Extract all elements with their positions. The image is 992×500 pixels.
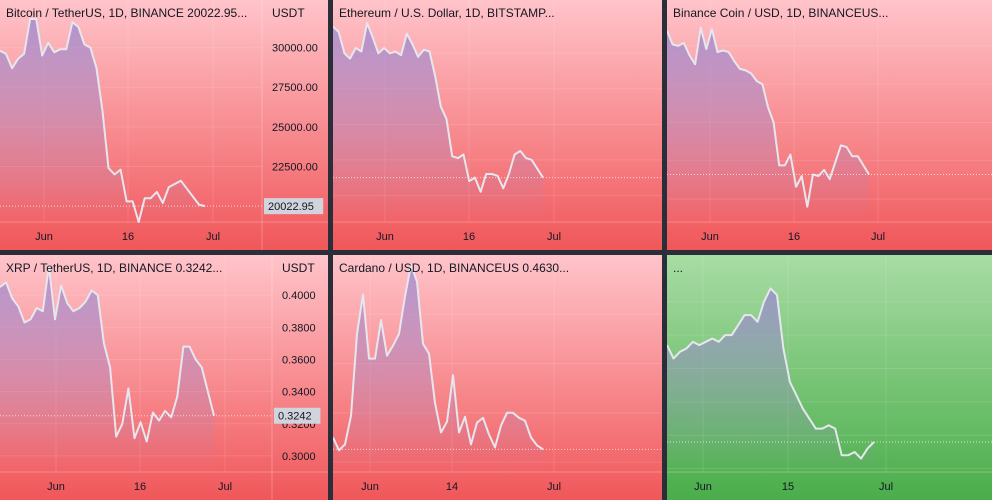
series-area (667, 27, 869, 222)
x-tick-label: Jun (47, 481, 65, 493)
series-area (0, 266, 214, 472)
chart-panel[interactable]: 200.0000225.0000250.0000275.0000300.0000… (667, 0, 992, 250)
x-tick-label: Jul (547, 481, 561, 493)
chart-panel[interactable]: 0.45000.50000.55000.60000.4630Jun14JulCa… (333, 255, 662, 500)
chart-title: ... (673, 261, 684, 275)
x-tick-label: 15 (782, 481, 794, 493)
y-tick-label: 0.3800 (282, 322, 316, 334)
series-line (333, 22, 544, 193)
x-tick-label: Jun (361, 481, 379, 493)
chart-title: Binance Coin / USD, 1D, BINANCEUS... (673, 6, 889, 20)
x-tick-label: Jun (376, 231, 394, 243)
x-tick-label: Jul (547, 231, 561, 243)
y-tick-label: 27500.00 (272, 82, 318, 94)
currency-unit: USDT (272, 6, 305, 20)
last-price-badge (264, 198, 324, 215)
x-tick-label: Jul (206, 231, 220, 243)
y-tick-label: 30000.00 (272, 43, 318, 55)
x-tick-label: Jun (701, 231, 719, 243)
last-price-badge (274, 407, 321, 424)
x-tick-label: Jul (879, 481, 893, 493)
chart-title: Cardano / USD, 1D, BINANCEUS 0.4630... (339, 261, 570, 275)
chart-panel[interactable]: 0.3000 0.3200 0.3400 0.3600 0.3800 0.4000 0.32… (0, 255, 328, 500)
chart-panel[interactable]: 22500.00 25000.00 27500.00 30000.00 20022.95… (0, 0, 328, 250)
chart-title: Ethereum / U.S. Dollar, 1D, BITSTAMP... (339, 6, 555, 20)
last-price-label: 0.3242 (278, 411, 312, 423)
y-tick-label: 22500.00 (272, 162, 318, 174)
chart-title: Bitcoin / TetherUS, 1D, BINANCE 20022.95… (6, 6, 248, 20)
series-area (667, 288, 874, 472)
currency-unit: USDT (282, 261, 315, 275)
chart-svg[interactable]: 43.00%44.00%45.00%46.00%47.00%48.00%43.8… (667, 255, 992, 500)
series-line (0, 265, 215, 443)
x-tick-label: 16 (463, 231, 475, 243)
x-tick-label: Jul (218, 481, 232, 493)
y-tick-label: 0.3000 (282, 451, 316, 463)
series-line (333, 263, 544, 452)
series-area (333, 264, 543, 472)
chart-panel[interactable]: 43.00%44.00%45.00%46.00%47.00%48.00%43.8… (667, 255, 992, 500)
last-price-label: 20022.95 (268, 201, 314, 213)
series-area (333, 23, 543, 222)
y-tick-label: 0.3600 (282, 354, 316, 366)
chart-svg[interactable]: 22500.00 25000.00 27500.00 30000.00 20022.95… (0, 0, 328, 250)
x-tick-label: Jun (694, 481, 712, 493)
chart-svg[interactable]: 0.45000.50000.55000.60000.4630Jun14Jul (333, 255, 662, 500)
x-tick-label: Jul (871, 231, 885, 243)
x-tick-label: 16 (788, 231, 800, 243)
y-tick-label: 0.3400 (282, 387, 316, 399)
y-tick-label: 25000.00 (272, 122, 318, 134)
x-tick-label: 16 (122, 231, 134, 243)
chart-svg[interactable]: 0.30000.32000.34000.36000.38000.40000.32… (0, 255, 328, 500)
x-tick-label: 16 (134, 481, 146, 493)
chart-title: XRP / TetherUS, 1D, BINANCE 0.3242... (6, 261, 223, 275)
x-tick-label: 14 (446, 481, 458, 493)
chart-svg[interactable]: 1000.001200.001400.001600.001800.001099.… (333, 0, 662, 250)
x-tick-label: Jun (35, 231, 53, 243)
chart-svg[interactable]: 200.0000225.0000250.0000275.0000300.0000… (667, 0, 992, 250)
y-tick-label: 0.4000 (282, 290, 316, 302)
chart-panel[interactable]: 1000.001200.001400.001600.001800.001099.… (333, 0, 662, 250)
